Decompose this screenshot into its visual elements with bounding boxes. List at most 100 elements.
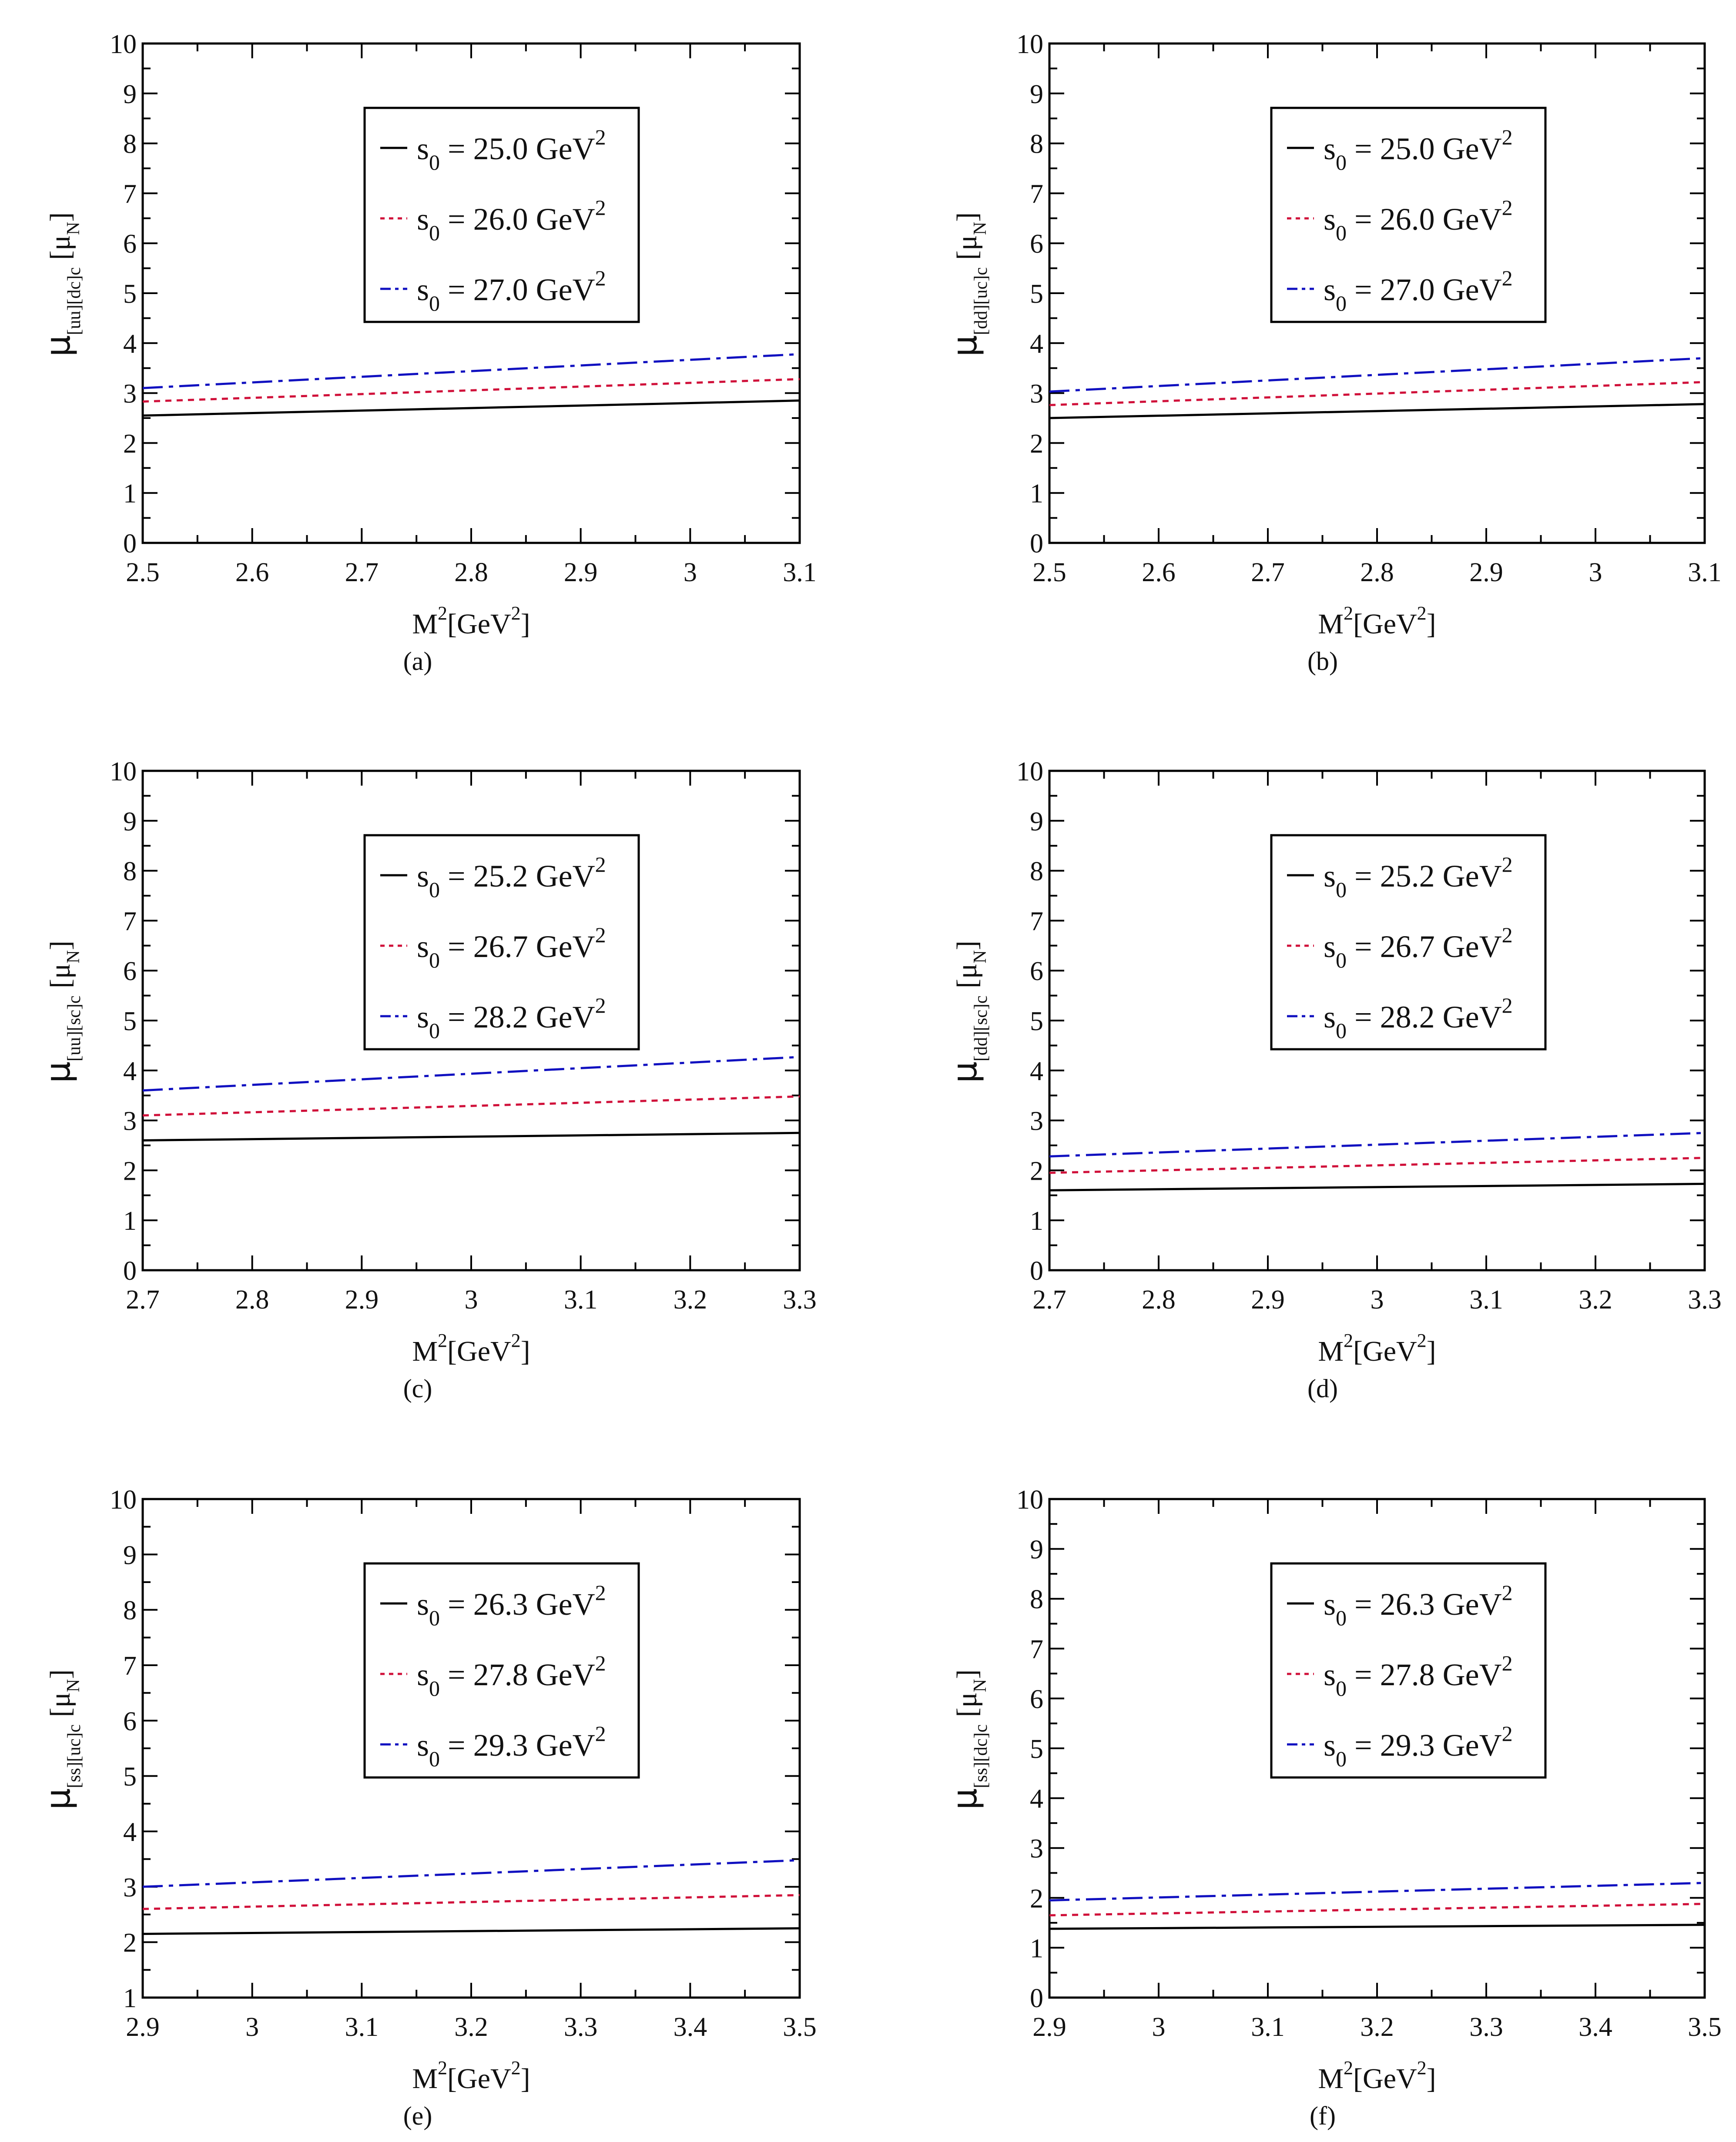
y-axis-label: μ[uu][dc]c [μN] [39, 212, 84, 357]
y-tick-label: 0 [1030, 1984, 1043, 2013]
x-tick-label: 3.2 [674, 1285, 707, 1315]
y-tick-label: 1 [123, 1984, 137, 2013]
legend-box [1270, 1562, 1547, 1779]
legend-entry: s0 = 26.0 GeV2 [417, 195, 606, 245]
legend: s0 = 26.3 GeV2 s0 = 27.8 GeV2 s0 = 29.3 Ge… [363, 1562, 640, 1779]
legend-entry: s0 = 26.7 GeV2 [1324, 923, 1513, 972]
legend-box [363, 107, 640, 323]
y-tick-label: 2 [1030, 1156, 1043, 1186]
x-tick-label: 2.7 [1251, 558, 1285, 587]
legend-entry: s0 = 25.0 GeV2 [417, 125, 606, 174]
x-tick-label: 2.9 [564, 558, 598, 587]
legend-entry: s0 = 29.3 GeV2 [417, 1721, 606, 1771]
legend: s0 = 25.0 GeV2 s0 = 26.0 GeV2 s0 = 27.0 Ge… [363, 107, 640, 323]
x-tick-label: 3 [1371, 1285, 1384, 1315]
x-tick-label: 3 [245, 2012, 259, 2042]
y-tick-label: 7 [1030, 179, 1043, 209]
panel-caption: (b) [1307, 647, 1338, 676]
y-tick-label: 7 [123, 907, 137, 936]
series-line-3 [143, 1056, 800, 1092]
y-tick-label: 7 [123, 1651, 137, 1681]
y-tick-label: 9 [1030, 1535, 1043, 1565]
chart-panel-b: 2.5 2.6 2.7 2.8 2.9 3 3.1 0 1 2 3 4 5 6 7 8 9 10 s0 = 25.0… [945, 30, 1722, 676]
chart-panel-d: 2.7 2.8 2.9 3 3.1 3.2 3.3 0 1 2 3 4 5 6 7 8 9 10 s0 = 25.2… [945, 757, 1722, 1403]
x-tick-label: 2.9 [345, 1285, 379, 1315]
y-tick-label: 0 [1030, 1256, 1043, 1286]
y-tick-label: 1 [1030, 479, 1043, 509]
x-tick-label: 3.2 [1360, 2012, 1394, 2042]
x-axis-label: M2[GeV2] [1318, 602, 1436, 640]
y-tick-label: 8 [1030, 857, 1043, 887]
y-tick-label: 5 [1030, 1734, 1043, 1764]
y-axis-label: μ[dd][sc]c [μN] [945, 940, 991, 1083]
y-tick-label: 1 [1030, 1934, 1043, 1963]
y-tick-label: 3 [123, 379, 137, 409]
series-line-2 [143, 1894, 800, 1910]
x-tick-label: 3 [465, 1285, 478, 1315]
series-line-2 [143, 1095, 800, 1117]
y-tick-label: 2 [123, 1928, 137, 1958]
legend-box [1270, 107, 1547, 323]
legend: s0 = 25.2 GeV2 s0 = 26.7 GeV2 s0 = 28.2 Ge… [1270, 834, 1547, 1051]
y-tick-label: 0 [1030, 529, 1043, 559]
legend: s0 = 25.2 GeV2 s0 = 26.7 GeV2 s0 = 28.2 Ge… [363, 834, 640, 1051]
x-tick-label: 2.9 [1251, 1285, 1285, 1315]
x-tick-label: 3.3 [783, 1285, 817, 1315]
y-tick-label: 7 [123, 179, 137, 209]
x-tick-label: 3.1 [783, 558, 817, 587]
series-line-1 [1049, 1924, 1705, 1930]
y-tick-label: 8 [123, 857, 137, 887]
y-tick-label: 6 [1030, 1684, 1043, 1714]
x-tick-label: 2.8 [1360, 558, 1394, 587]
y-tick-label: 10 [110, 1485, 137, 1515]
x-tick-label: 3.1 [1469, 1285, 1503, 1315]
series-group [143, 353, 800, 417]
y-tick-label: 9 [123, 80, 137, 109]
y-tick-label: 4 [1030, 1784, 1043, 1814]
y-tick-label: 3 [1030, 1107, 1043, 1136]
y-tick-label: 5 [123, 279, 137, 309]
legend-entry: s0 = 26.3 GeV2 [417, 1580, 606, 1630]
x-tick-label: 3.1 [564, 1285, 598, 1315]
y-axis-label: μ[ss][uc]c [μN] [39, 1670, 84, 1810]
y-tick-label: 10 [1016, 30, 1043, 59]
legend-box [363, 1562, 640, 1779]
x-tick-label: 2.7 [126, 1285, 160, 1315]
legend-entry: s0 = 28.2 GeV2 [417, 993, 606, 1043]
x-tick-label: 2.8 [1142, 1285, 1176, 1315]
series-line-3 [143, 1859, 800, 1888]
x-axis-label: M2[GeV2] [1318, 2057, 1436, 2095]
x-axis-label: M2[GeV2] [412, 1330, 530, 1367]
y-tick-label: 10 [1016, 757, 1043, 787]
chart-panel-e: 2.9 3 3.1 3.2 3.3 3.4 3.5 1 2 3 4 5 6 7 8 9 10 s0 = 26.3 … [39, 1485, 817, 2130]
series-line-2 [1049, 1157, 1705, 1174]
y-axis-label: μ[dd][uc]c [μN] [945, 212, 991, 357]
y-tick-label: 4 [123, 329, 137, 359]
legend: s0 = 26.3 GeV2 s0 = 27.8 GeV2 s0 = 29.3 Ge… [1270, 1562, 1547, 1779]
y-axis-label: μ[uu][sc]c [μN] [39, 940, 84, 1083]
y-tick-label: 2 [1030, 1884, 1043, 1914]
series-line-1 [1049, 1182, 1705, 1191]
panel-caption: (a) [403, 647, 432, 676]
y-tick-label: 8 [1030, 1585, 1043, 1614]
x-tick-label: 3 [1589, 558, 1602, 587]
y-tick-label: 7 [1030, 907, 1043, 936]
legend-entry: s0 = 26.7 GeV2 [417, 923, 606, 972]
x-tick-label: 3.3 [1469, 2012, 1503, 2042]
legend-entry: s0 = 25.2 GeV2 [417, 852, 606, 902]
x-tick-label: 3.2 [454, 2012, 488, 2042]
legend: s0 = 25.0 GeV2 s0 = 26.0 GeV2 s0 = 27.0 Ge… [1270, 107, 1547, 323]
x-tick-label: 2.9 [126, 2012, 160, 2042]
legend-entry: s0 = 29.3 GeV2 [1324, 1721, 1513, 1771]
y-tick-label: 7 [1030, 1635, 1043, 1664]
y-tick-label: 3 [123, 1873, 137, 1902]
legend-entry: s0 = 27.8 GeV2 [417, 1651, 606, 1700]
y-tick-label: 9 [123, 807, 137, 837]
series-line-2 [143, 378, 800, 403]
y-tick-label: 8 [1030, 130, 1043, 159]
x-axis-label: M2[GeV2] [1318, 1330, 1436, 1367]
x-axis-label: M2[GeV2] [412, 2057, 530, 2095]
y-tick-label: 8 [123, 130, 137, 159]
y-tick-label: 6 [123, 229, 137, 259]
